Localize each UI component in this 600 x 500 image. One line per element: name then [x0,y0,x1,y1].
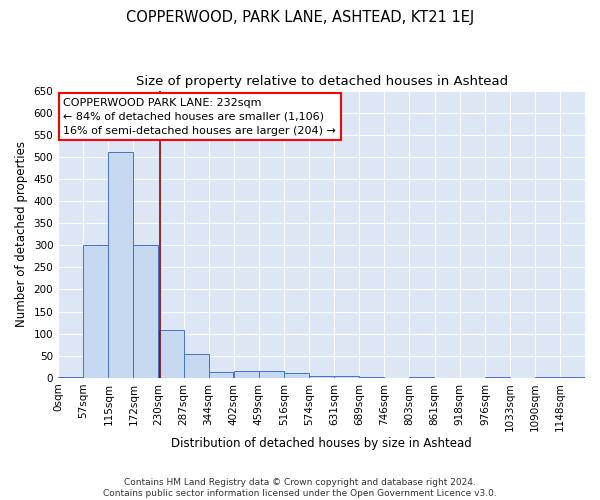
Bar [535,376,560,378]
Bar [409,376,434,378]
X-axis label: Distribution of detached houses by size in Ashtead: Distribution of detached houses by size … [171,437,472,450]
Bar [58,376,83,378]
Bar [159,330,184,378]
Bar [259,371,284,378]
Bar [309,376,334,378]
Bar [133,245,158,378]
Bar [184,354,209,378]
Text: COPPERWOOD, PARK LANE, ASHTEAD, KT21 1EJ: COPPERWOOD, PARK LANE, ASHTEAD, KT21 1EJ [126,10,474,25]
Bar [109,152,133,378]
Text: Contains HM Land Registry data © Crown copyright and database right 2024.
Contai: Contains HM Land Registry data © Crown c… [103,478,497,498]
Title: Size of property relative to detached houses in Ashtead: Size of property relative to detached ho… [136,75,508,88]
Bar [485,376,510,378]
Bar [560,376,585,378]
Bar [209,372,233,378]
Bar [234,371,259,378]
Y-axis label: Number of detached properties: Number of detached properties [15,141,28,327]
Bar [359,376,385,378]
Bar [83,245,108,378]
Bar [284,374,308,378]
Text: COPPERWOOD PARK LANE: 232sqm
← 84% of detached houses are smaller (1,106)
16% of: COPPERWOOD PARK LANE: 232sqm ← 84% of de… [64,98,337,136]
Bar [334,376,359,378]
